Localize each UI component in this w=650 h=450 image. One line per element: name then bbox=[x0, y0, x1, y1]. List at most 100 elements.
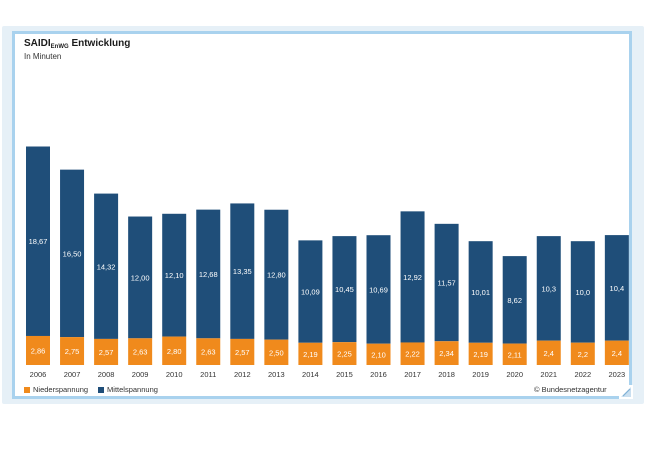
label-niederspannung-2014: 2,19 bbox=[303, 350, 318, 359]
legend-label-mittelspannung: Mittelspannung bbox=[107, 385, 158, 394]
bar-mittelspannung-2021 bbox=[536, 236, 561, 341]
label-niederspannung-2022: 2,2 bbox=[578, 350, 588, 359]
bar-mittelspannung-2008 bbox=[94, 193, 119, 339]
label-mittelspannung-2008: 14,32 bbox=[97, 262, 116, 271]
label-niederspannung-2023: 2,4 bbox=[612, 349, 622, 358]
bar-mittelspannung-2006 bbox=[26, 146, 50, 336]
label-mittelspannung-2010: 12,10 bbox=[165, 271, 184, 280]
x-tick-2008: 2008 bbox=[98, 370, 115, 379]
label-niederspannung-2020: 2,11 bbox=[508, 350, 522, 359]
chart-title: SAIDIEnWG Entwicklung bbox=[24, 38, 130, 50]
top-margin bbox=[0, 0, 650, 26]
title-subscript: EnWG bbox=[50, 44, 69, 50]
x-tick-2006: 2006 bbox=[30, 370, 47, 379]
bar-mittelspannung-2016 bbox=[366, 235, 391, 344]
x-tick-2015: 2015 bbox=[336, 370, 353, 379]
label-niederspannung-2006: 2,86 bbox=[31, 346, 46, 355]
label-mittelspannung-2013: 12,80 bbox=[267, 271, 286, 280]
bar-mittelspannung-2022 bbox=[570, 241, 595, 343]
bar-niederspannung-2017 bbox=[400, 342, 425, 365]
x-tick-2010: 2010 bbox=[166, 370, 183, 379]
bar-mittelspannung-2023 bbox=[604, 235, 629, 341]
x-tick-2009: 2009 bbox=[132, 370, 149, 379]
label-niederspannung-2007: 2,75 bbox=[65, 347, 80, 356]
x-tick-2012: 2012 bbox=[234, 370, 251, 379]
x-tick-2013: 2013 bbox=[268, 370, 285, 379]
label-mittelspannung-2007: 16,50 bbox=[63, 249, 82, 258]
bar-niederspannung-2014 bbox=[298, 342, 323, 365]
label-mittelspannung-2017: 12,92 bbox=[403, 273, 422, 282]
bar-niederspannung-2009 bbox=[128, 338, 153, 365]
bar-niederspannung-2018 bbox=[434, 341, 459, 365]
x-tick-2023: 2023 bbox=[609, 370, 626, 379]
chart-subtitle: In Minuten bbox=[24, 52, 62, 61]
bar-mittelspannung-2007 bbox=[60, 169, 85, 338]
label-mittelspannung-2020: 8,62 bbox=[507, 296, 522, 305]
bar-niederspannung-2011 bbox=[196, 338, 221, 365]
label-mittelspannung-2015: 10,45 bbox=[335, 285, 354, 294]
label-niederspannung-2008: 2,57 bbox=[99, 348, 114, 357]
bar-niederspannung-2022 bbox=[570, 342, 595, 365]
label-mittelspannung-2009: 12,00 bbox=[131, 273, 150, 282]
bar-niederspannung-2008 bbox=[94, 338, 119, 365]
bar-mittelspannung-2020 bbox=[502, 256, 527, 344]
label-mittelspannung-2021: 10,3 bbox=[541, 284, 556, 293]
label-mittelspannung-2011: 12,68 bbox=[199, 270, 218, 279]
x-tick-2019: 2019 bbox=[472, 370, 489, 379]
x-tick-2007: 2007 bbox=[64, 370, 81, 379]
bar-niederspannung-2015 bbox=[332, 342, 357, 365]
x-tick-2021: 2021 bbox=[540, 370, 557, 379]
label-mittelspannung-2014: 10,09 bbox=[301, 288, 320, 297]
label-mittelspannung-2012: 13,35 bbox=[233, 267, 252, 276]
legend: Niederspannung Mittelspannung bbox=[24, 385, 168, 394]
label-niederspannung-2013: 2,50 bbox=[269, 348, 284, 357]
legend-item-niederspannung: Niederspannung bbox=[24, 385, 88, 394]
bar-mittelspannung-2019 bbox=[468, 241, 493, 343]
bar-niederspannung-2012 bbox=[230, 338, 255, 365]
label-niederspannung-2011: 2,63 bbox=[201, 348, 216, 357]
label-mittelspannung-2023: 10,4 bbox=[610, 284, 625, 293]
label-mittelspannung-2022: 10,0 bbox=[575, 288, 590, 297]
bar-mittelspannung-2013 bbox=[264, 209, 289, 340]
x-tick-2018: 2018 bbox=[438, 370, 455, 379]
bar-niederspannung-2023 bbox=[604, 340, 629, 365]
bar-niederspannung-2016 bbox=[366, 343, 391, 365]
x-tick-2020: 2020 bbox=[506, 370, 523, 379]
bar-mittelspannung-2012 bbox=[230, 203, 255, 339]
source-credit: © Bundesnetzagentur bbox=[534, 385, 607, 394]
bar-niederspannung-2019 bbox=[468, 342, 493, 365]
bar-niederspannung-2007 bbox=[60, 337, 85, 365]
label-niederspannung-2018: 2,34 bbox=[439, 349, 454, 358]
label-niederspannung-2015: 2,25 bbox=[337, 350, 352, 359]
legend-label-niederspannung: Niederspannung bbox=[33, 385, 89, 394]
legend-swatch-niederspannung bbox=[24, 386, 30, 393]
legend-swatch-mittelspannung bbox=[98, 386, 105, 393]
bar-niederspannung-2013 bbox=[264, 339, 289, 365]
label-niederspannung-2021: 2,4 bbox=[544, 349, 554, 358]
bundesnetzagentur-logo-icon bbox=[619, 385, 633, 399]
x-tick-2011: 2011 bbox=[200, 370, 216, 379]
label-niederspannung-2012: 2,57 bbox=[235, 348, 250, 357]
bar-mittelspannung-2014 bbox=[298, 240, 323, 343]
label-mittelspannung-2006: 18,67 bbox=[29, 237, 48, 246]
bar-mittelspannung-2011 bbox=[196, 209, 221, 339]
legend-item-mittelspannung: Mittelspannung bbox=[98, 385, 158, 394]
label-mittelspannung-2018: 11,57 bbox=[437, 279, 455, 288]
bar-niederspannung-2010 bbox=[162, 336, 187, 365]
label-niederspannung-2009: 2,63 bbox=[133, 348, 148, 357]
x-tick-2014: 2014 bbox=[302, 370, 319, 379]
title-rest: Entwicklung bbox=[68, 38, 131, 49]
bar-mittelspannung-2015 bbox=[332, 236, 357, 343]
title-main: SAIDI bbox=[24, 38, 51, 49]
label-mittelspannung-2016: 10,69 bbox=[369, 285, 388, 294]
bar-niederspannung-2006 bbox=[26, 335, 50, 365]
bottom-margin bbox=[0, 418, 650, 450]
bar-niederspannung-2020 bbox=[502, 343, 527, 365]
bar-niederspannung-2021 bbox=[536, 340, 561, 365]
bar-mittelspannung-2010 bbox=[162, 213, 187, 337]
bar-mittelspannung-2009 bbox=[128, 216, 153, 339]
x-tick-2017: 2017 bbox=[404, 370, 421, 379]
label-mittelspannung-2019: 10,01 bbox=[471, 288, 490, 297]
bar-mittelspannung-2017 bbox=[400, 211, 425, 343]
